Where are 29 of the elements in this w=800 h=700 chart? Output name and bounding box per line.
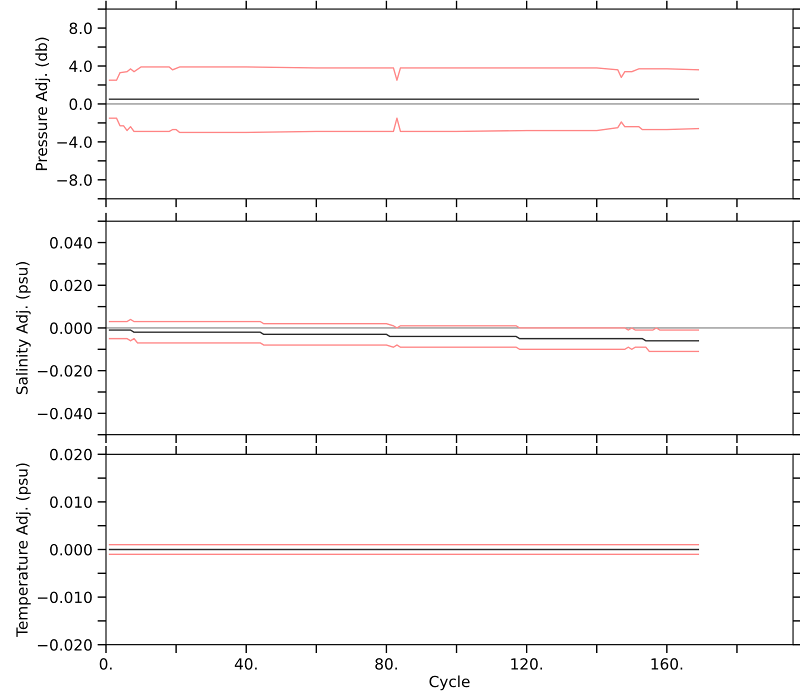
line-series [108,66,700,81]
y-axis-title: Temperature Adj. (psu) [16,463,31,637]
x-tick-label: 0. [100,658,112,670]
y-tick-label: 0.0 [70,98,92,110]
y-tick-label: 8.0 [70,22,92,34]
y-tick-label: −0.040 [38,408,92,420]
y-tick-label: 0.020 [50,448,92,460]
line-series [108,338,700,352]
y-tick-label: 0.020 [50,280,92,292]
y-tick-label: −0.010 [38,592,92,604]
y-axis-title: Salinity Adj. (psu) [16,262,31,394]
y-tick-label: −4.0 [57,136,92,148]
y-tick-label: 0.010 [50,496,92,508]
x-tick-label: 160. [652,658,682,670]
line-series [108,329,700,342]
y-tick-label: 0.000 [50,322,92,334]
x-axis-title: Cycle [430,675,470,690]
x-tick-label: 120. [511,658,542,670]
y-tick-label: −8.0 [57,174,92,186]
y-tick-label: −0.020 [38,365,92,377]
x-tick-label: 80. [375,658,397,670]
y-axis-title: Pressure Adj. (db) [35,38,50,170]
line-series [108,318,700,331]
y-tick-label: −0.020 [38,639,92,651]
y-tick-label: 4.0 [69,60,92,72]
line-series [108,117,700,134]
x-tick-label: 40. [234,658,257,670]
y-tick-label: 0.040 [50,237,92,249]
y-tick-label: 0.000 [50,544,92,556]
